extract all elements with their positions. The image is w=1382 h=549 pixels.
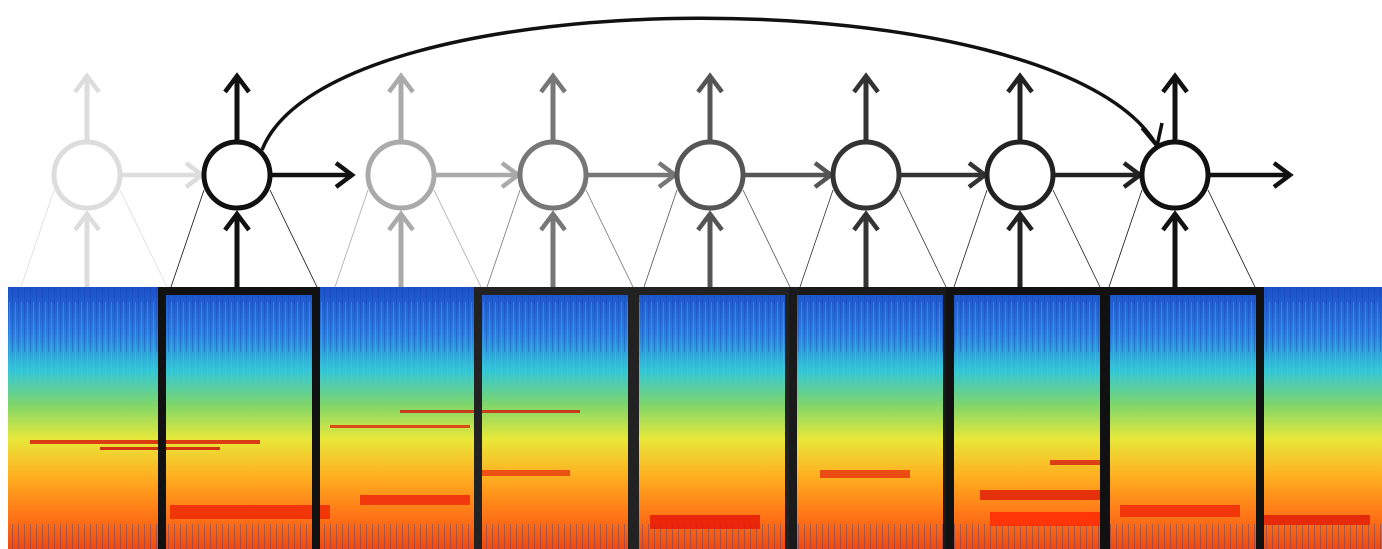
skip-connection-head <box>1142 123 1162 146</box>
rnn-node <box>833 142 899 208</box>
frame-link <box>743 190 790 287</box>
harmonic-streak <box>360 495 470 505</box>
harmonic-streak <box>650 515 760 529</box>
frame-link <box>21 190 54 287</box>
harmonic-streak <box>980 490 1100 500</box>
frame-link <box>270 190 317 287</box>
harmonic-streak <box>330 425 470 428</box>
harmonic-streak <box>30 440 260 444</box>
rnn-node <box>204 142 270 208</box>
frame-link <box>1053 190 1100 287</box>
frame-link <box>171 190 204 287</box>
rnn-spectrogram-diagram <box>0 0 1382 549</box>
rnn-network <box>21 76 1290 287</box>
rnn-node <box>54 142 120 208</box>
frame-link <box>1109 190 1142 287</box>
frame-link <box>120 190 167 287</box>
frame-link <box>487 190 520 287</box>
harmonic-streak <box>480 470 570 476</box>
harmonic-streak <box>820 470 910 478</box>
frame-link <box>1208 190 1255 287</box>
frame-link <box>899 190 946 287</box>
harmonic-streak <box>1260 515 1370 525</box>
frame-link <box>800 190 833 287</box>
rnn-node <box>520 142 586 208</box>
frame-link <box>644 190 677 287</box>
harmonic-streak <box>990 512 1100 526</box>
frame-link <box>434 190 481 287</box>
rnn-node <box>368 142 434 208</box>
rnn-node <box>987 142 1053 208</box>
rnn-node <box>677 142 743 208</box>
frame-link <box>335 190 368 287</box>
harmonic-streak <box>170 505 330 519</box>
frame-link <box>586 190 633 287</box>
harmonic-streak <box>400 410 580 413</box>
frame-link <box>954 190 987 287</box>
harmonic-streak <box>1120 505 1240 517</box>
rnn-node <box>1142 142 1208 208</box>
